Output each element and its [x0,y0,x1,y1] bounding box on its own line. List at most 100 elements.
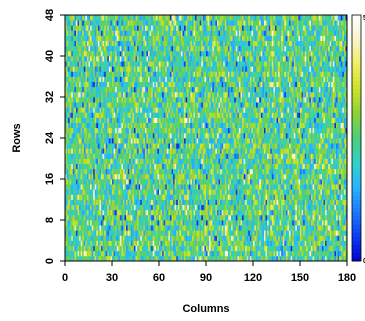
heatmap-cell [204,255,207,262]
heatmap-cell [218,158,221,164]
heatmap-cell [166,209,169,216]
heatmap-cell [246,127,249,134]
heatmap-cell [79,220,82,226]
heatmap-cell [224,199,227,205]
heatmap-cell [215,173,218,180]
heatmap-cell [102,179,105,185]
heatmap-cell [169,132,172,139]
heatmap-cell [337,220,340,226]
heatmap-cell [146,163,149,170]
heatmap-cell [249,132,252,139]
heatmap-cell [104,168,107,175]
heatmap-cell [165,225,168,231]
heatmap-cell [68,225,71,231]
heatmap-cell [262,189,265,195]
heatmap-cell [318,199,321,205]
heatmap-cell [237,235,240,241]
heatmap-cell [223,138,226,144]
heatmap-cell [298,122,301,129]
heatmap-cell [72,225,75,231]
heatmap-cell [101,163,103,170]
heatmap-cell [119,250,122,257]
heatmap-cell [79,230,82,236]
heatmap-cell [107,220,110,226]
heatmap-cell [141,153,144,159]
heatmap-cell [245,230,248,236]
heatmap-cell [163,204,166,211]
heatmap-cell [191,143,194,149]
heatmap-cell [113,163,116,170]
heatmap-cell [140,184,143,190]
heatmap-cell [65,214,67,221]
heatmap-cell [218,153,221,159]
heatmap-cell [193,250,196,257]
heatmap-cell [140,189,143,195]
heatmap-cell [91,143,94,149]
heatmap-cell [182,163,185,170]
heatmap-cell [137,250,139,257]
heatmap-cell [126,225,129,231]
heatmap-cell [144,230,147,236]
heatmap-cell [154,153,157,159]
heatmap-cell [278,158,280,164]
heatmap-cell [270,189,273,195]
heatmap-cell [296,168,299,175]
heatmap-cell [190,163,193,170]
heatmap-cell [93,148,96,154]
heatmap-cell [303,230,306,236]
heatmap-cell [91,194,94,200]
heatmap-cell [278,143,280,149]
heatmap-cell [293,204,296,211]
heatmap-cell [320,122,323,129]
heatmap-cell [85,209,88,216]
heatmap-cell [69,168,72,175]
heatmap-cell [180,168,183,175]
heatmap-cell [329,245,332,252]
heatmap-cell [127,163,130,170]
heatmap-cell [254,209,257,216]
heatmap-cell [332,122,335,129]
heatmap-cell [336,255,338,262]
heatmap-cell [107,122,110,129]
heatmap-cell [342,189,345,195]
heatmap-cell [202,240,205,246]
heatmap-cell [90,214,92,221]
heatmap-cell [279,189,282,195]
heatmap-cell [218,250,221,257]
heatmap-cell [65,179,67,185]
heatmap-cell [149,117,152,123]
heatmap-cell [152,132,155,139]
heatmap-cell [148,117,150,123]
heatmap-cell [223,127,226,134]
heatmap-cell [201,132,204,139]
heatmap-cell [329,209,332,216]
heatmap-cell [315,179,318,185]
heatmap-cell [97,194,100,200]
heatmap-cell [201,143,204,149]
heatmap-cell [99,138,102,144]
heatmap-cell [332,194,335,200]
heatmap-cell [127,189,130,195]
heatmap-cell [96,245,99,252]
heatmap-cell [207,235,210,241]
heatmap-cell [251,235,254,241]
heatmap-cell [282,158,285,164]
heatmap-cell [94,255,97,262]
heatmap-cell [144,250,147,257]
heatmap-cell [213,235,216,241]
heatmap-cell [268,250,271,257]
heatmap-cell [262,184,265,190]
heatmap-cell [235,179,238,185]
heatmap-cell [112,163,114,170]
heatmap-cell [263,179,266,185]
heatmap-cell [270,230,273,236]
heatmap-cell [99,214,102,221]
heatmap-cell [149,184,152,190]
heatmap-cell [281,194,284,200]
heatmap-cell [179,255,182,262]
heatmap-cell [290,132,293,139]
heatmap-cell [86,158,89,164]
heatmap-cell [202,163,205,170]
heatmap-cell [85,245,88,252]
heatmap-cell [196,148,199,154]
